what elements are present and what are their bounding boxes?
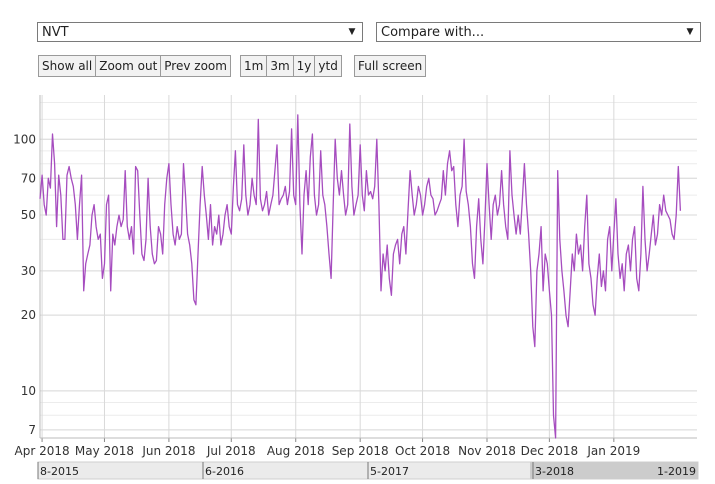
navigator-label: 1-2019 [657, 465, 696, 478]
symbol-select[interactable]: NVT ▼ [37, 22, 363, 42]
show-all-button[interactable]: Show all [39, 56, 97, 76]
y-tick-label: 50 [21, 208, 36, 222]
zoom-button-group: Show all Zoom out Prev zoom [38, 55, 231, 77]
series-layer [39, 114, 682, 439]
zoom-out-button[interactable]: Zoom out [96, 56, 162, 76]
y-tick-label: 10 [21, 384, 36, 398]
navigator-label: 6-2016 [205, 465, 244, 478]
dropdown-arrow-icon: ▼ [686, 27, 694, 37]
dropdown-arrow-icon: ▼ [348, 27, 356, 37]
x-tick-label: Oct 2018 [395, 444, 450, 458]
x-tick-label: May 2018 [75, 444, 134, 458]
x-axis: Apr 2018 May 2018 Jun 2018 Jul 2018 Aug 2018… [15, 437, 697, 458]
navigator-label: 3-2018 [535, 465, 574, 478]
y-tick-label: 70 [21, 171, 36, 185]
full-screen-button[interactable]: Full screen [358, 59, 423, 73]
range-button-group: 1m 3m 1y ytd [240, 55, 342, 77]
y-tick-label: 7 [28, 423, 36, 437]
x-tick-label: Jan 2019 [586, 444, 640, 458]
x-tick-label: Apr 2018 [15, 444, 70, 458]
range-ytd-button[interactable]: ytd [318, 59, 338, 73]
x-tick-label: Aug 2018 [267, 444, 325, 458]
compare-select-value: Compare with... [381, 24, 485, 40]
y-tick-label: 30 [21, 264, 36, 278]
x-tick-label: Jul 2018 [206, 444, 256, 458]
y-tick-label: 20 [21, 308, 36, 322]
navigator-label: 8-2015 [40, 465, 79, 478]
y-tick-label: 100 [13, 132, 36, 146]
x-tick-label: Nov 2018 [458, 444, 516, 458]
range-1y-button[interactable]: 1y [294, 56, 316, 76]
navigator-selection[interactable] [530, 462, 698, 479]
prev-zoom-button[interactable]: Prev zoom [164, 59, 227, 73]
compare-select[interactable]: Compare with... ▼ [376, 22, 701, 42]
symbol-select-value: NVT [42, 24, 69, 40]
series-line [39, 114, 682, 439]
navigator-label: 5-2017 [370, 465, 409, 478]
x-tick-label: Sep 2018 [332, 444, 389, 458]
x-tick-label: Dec 2018 [521, 444, 579, 458]
range-3m-button[interactable]: 3m [267, 56, 294, 76]
y-axis: 7 10 20 30 50 70 100 [13, 95, 41, 438]
range-1m-button[interactable]: 1m [241, 56, 268, 76]
full-screen-group: Full screen [354, 55, 427, 77]
range-navigator[interactable]: 8-2015 6-2016 5-2017 3-2018 1-2019 [37, 461, 699, 480]
x-tick-label: Jun 2018 [141, 444, 195, 458]
